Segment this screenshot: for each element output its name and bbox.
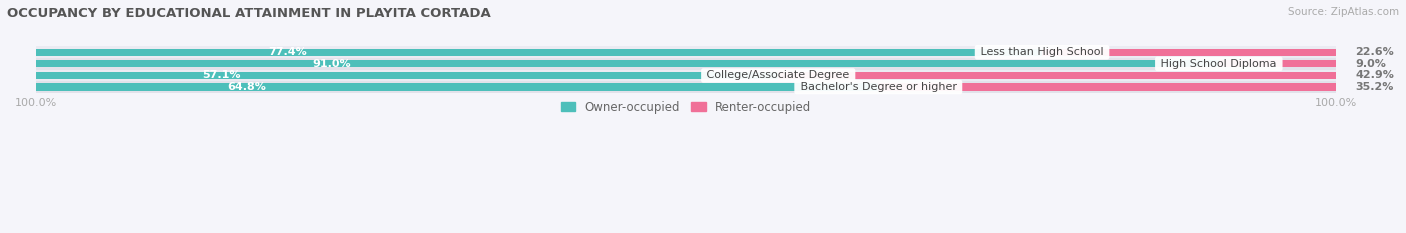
Text: 35.2%: 35.2% — [1355, 82, 1393, 92]
Text: 9.0%: 9.0% — [1355, 59, 1386, 69]
Text: College/Associate Degree: College/Associate Degree — [703, 70, 853, 80]
Text: Source: ZipAtlas.com: Source: ZipAtlas.com — [1288, 7, 1399, 17]
Text: Bachelor's Degree or higher: Bachelor's Degree or higher — [797, 82, 960, 92]
Text: 57.1%: 57.1% — [202, 70, 240, 80]
Bar — [37, 60, 1219, 68]
Bar — [37, 83, 879, 91]
Text: 64.8%: 64.8% — [228, 82, 266, 92]
Bar — [37, 49, 1042, 56]
Bar — [37, 70, 1336, 81]
Text: High School Diploma: High School Diploma — [1157, 59, 1281, 69]
Text: 22.6%: 22.6% — [1355, 47, 1393, 57]
Bar — [37, 72, 779, 79]
Text: 77.4%: 77.4% — [269, 47, 307, 57]
Text: Less than High School: Less than High School — [977, 47, 1107, 57]
Legend: Owner-occupied, Renter-occupied: Owner-occupied, Renter-occupied — [555, 96, 815, 118]
Bar — [779, 72, 1336, 79]
Bar — [37, 58, 1336, 70]
Bar — [879, 83, 1336, 91]
Bar — [37, 46, 1336, 58]
Bar — [1219, 60, 1336, 68]
Text: 91.0%: 91.0% — [312, 59, 352, 69]
Text: 42.9%: 42.9% — [1355, 70, 1395, 80]
Bar — [37, 81, 1336, 93]
Text: OCCUPANCY BY EDUCATIONAL ATTAINMENT IN PLAYITA CORTADA: OCCUPANCY BY EDUCATIONAL ATTAINMENT IN P… — [7, 7, 491, 20]
Bar — [1042, 49, 1336, 56]
